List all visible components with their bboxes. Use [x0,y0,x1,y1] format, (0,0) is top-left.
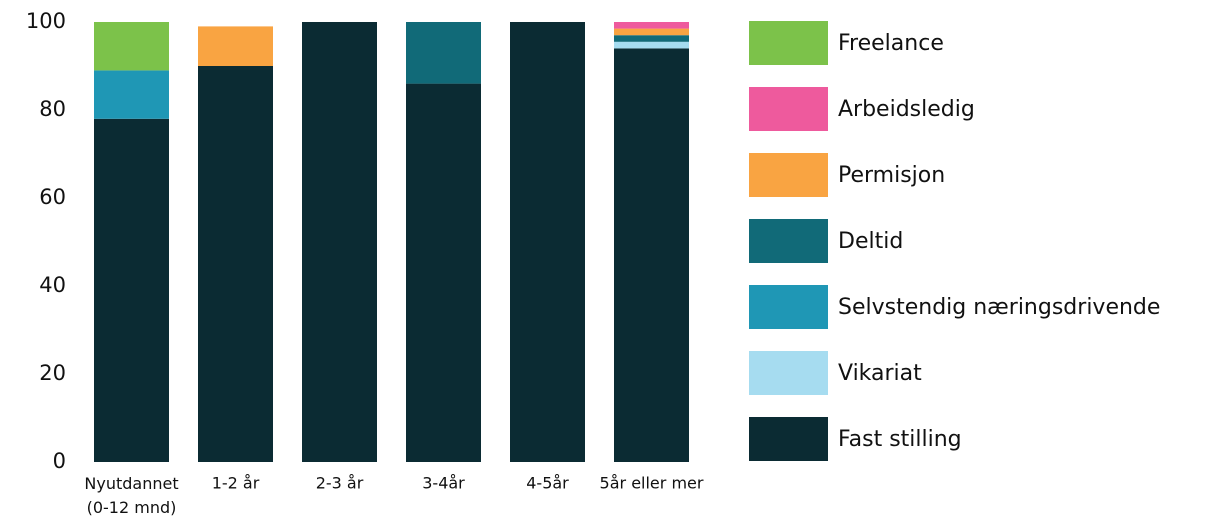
bar-segment [614,22,689,29]
legend-label: Arbeidsledig [838,97,975,122]
y-tick-label: 80 [39,97,66,121]
legend-label: Selvstendig næringsdrivende [838,295,1160,320]
legend-swatch [749,153,828,197]
legend-label: Vikariat [838,361,922,386]
bar-segment [94,118,169,463]
y-tick-label: 60 [39,185,66,209]
y-tick-label: 100 [26,9,66,33]
legend-swatch [749,285,828,329]
legend-swatch [749,417,828,461]
bar-segment [614,41,689,49]
bar-segment [198,66,273,462]
bar-segment [406,83,481,462]
bar-segment [614,28,689,36]
legend-swatch [749,87,828,131]
legend-swatch [749,21,828,65]
x-tick-label: 3-4år [422,474,465,493]
bar-segment [94,70,169,119]
bar-segment [94,22,169,71]
legend-swatch [749,351,828,395]
legend-label: Permisjon [838,163,945,188]
legend-label: Freelance [838,31,944,56]
x-tick-label: 1-2 år [212,474,260,493]
bar-segment [406,22,481,84]
legend-label: Deltid [838,229,903,254]
y-tick-label: 0 [53,449,66,473]
x-tick-label: Nyutdannet (0-12 mnd) [84,474,178,517]
y-tick-label: 20 [39,361,66,385]
bar-segment [510,22,585,462]
legend-label: Fast stilling [838,427,962,452]
bar-segment [614,35,689,42]
legend-swatch [749,219,828,263]
bar-segment [302,22,377,462]
x-tick-label: 5år eller mer [600,474,704,493]
bar-segment [198,26,273,66]
y-tick-label: 40 [39,273,66,297]
x-tick-label: 2-3 år [316,474,364,493]
bar-segment [614,48,689,463]
x-tick-label: 4-5år [526,474,569,493]
